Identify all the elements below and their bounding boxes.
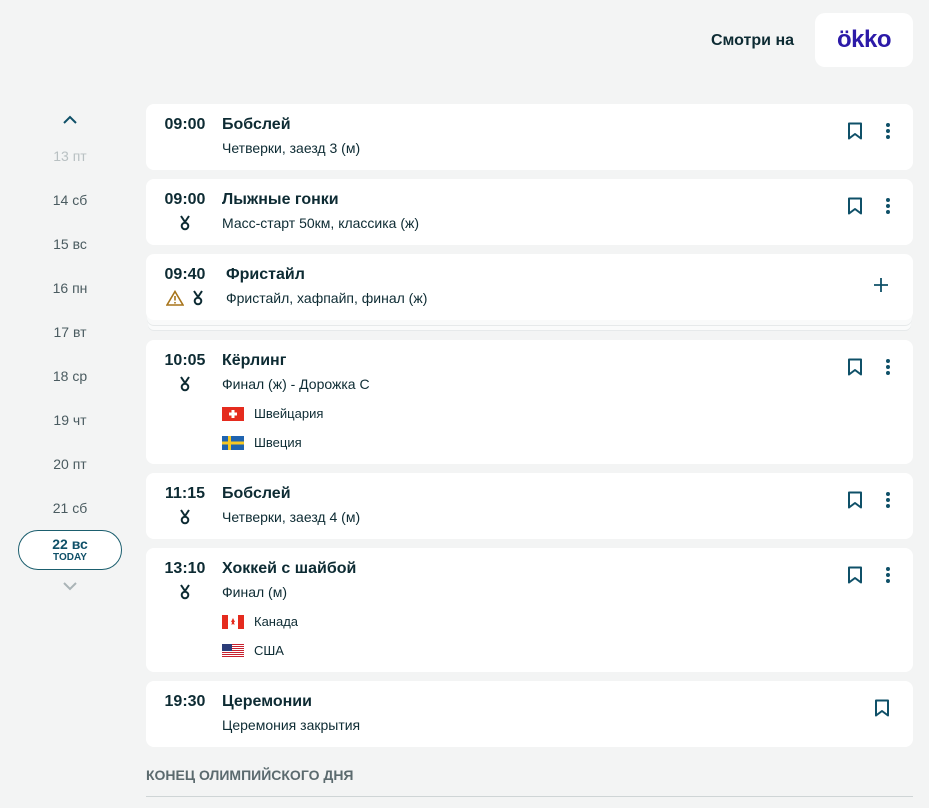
- bookmark-icon[interactable]: [847, 122, 863, 140]
- team-name: США: [254, 643, 284, 658]
- bookmark-icon[interactable]: [847, 358, 863, 376]
- event-title: Кёрлинг: [222, 352, 287, 369]
- event-subtitle: Финал (м): [222, 584, 287, 600]
- event-list: 09:00 Бобслей Четверки, заезд 3 (м) 09:0…: [146, 104, 913, 756]
- event-title: Бобслей: [222, 116, 291, 133]
- date-picker: 13 пт 14 сб 15 вс 16 пн 17 вт 18 ср 19 чт 20 пт…: [18, 108, 122, 600]
- more-options-icon[interactable]: [885, 122, 891, 140]
- team-row: Швеция: [222, 435, 913, 450]
- event-actions: [874, 278, 888, 292]
- more-options-icon[interactable]: [885, 358, 891, 376]
- today-badge: TODAY: [53, 552, 87, 563]
- okko-logo[interactable]: ökko: [815, 13, 913, 67]
- date-item[interactable]: 21 сб: [52, 500, 88, 516]
- event-actions: [847, 197, 891, 215]
- date-item[interactable]: 14 сб: [52, 192, 88, 208]
- medal-icon: [179, 584, 191, 605]
- team-name: Швеция: [254, 435, 302, 450]
- chevron-up-icon: [62, 112, 78, 130]
- team-row: Канада: [222, 614, 913, 629]
- watch-on-label: Смотри на: [711, 32, 795, 49]
- event-time: 11:15: [164, 485, 206, 502]
- team-row: США: [222, 643, 913, 658]
- expand-plus-icon[interactable]: [874, 278, 888, 292]
- bookmark-icon[interactable]: [874, 699, 890, 717]
- date-label: 22 вс: [52, 536, 88, 552]
- team-name: Канада: [254, 614, 299, 629]
- medal-icon: [179, 509, 191, 530]
- flag-se-icon: [222, 435, 244, 450]
- event-title: Бобслей: [222, 485, 291, 502]
- flag-ca-icon: [222, 614, 244, 629]
- event-icons: [161, 584, 209, 605]
- medal-icon: [192, 290, 204, 311]
- team-name: Швейцария: [254, 406, 324, 421]
- event-card[interactable]: 09:00 Бобслей Четверки, заезд 3 (м): [146, 104, 913, 170]
- event-subtitle: Финал (ж) - Дорожка C: [222, 376, 370, 392]
- event-actions: [847, 122, 891, 140]
- event-card[interactable]: 19:30 Церемонии Церемония закрытия: [146, 681, 913, 747]
- medal-icon: [179, 376, 191, 397]
- event-card[interactable]: 10:05 Кёрлинг Финал (ж) - Дорожка C Швей…: [146, 340, 913, 464]
- event-time: 19:30: [164, 693, 206, 710]
- event-subtitle: Масс-старт 50км, классика (ж): [222, 215, 420, 231]
- event-title: Лыжные гонки: [222, 191, 339, 208]
- divider: [146, 796, 913, 797]
- event-title: Хоккей с шайбой: [222, 560, 357, 577]
- date-item[interactable]: 19 чт: [53, 412, 87, 428]
- date-item: 13 пт: [53, 148, 87, 164]
- event-icons: [161, 509, 209, 530]
- more-options-icon[interactable]: [885, 197, 891, 215]
- event-time: 09:40: [164, 266, 206, 283]
- event-subtitle: Церемония закрытия: [222, 717, 361, 733]
- event-subtitle: Четверки, заезд 4 (м): [222, 509, 361, 525]
- flag-ch-icon: [222, 406, 244, 421]
- event-card[interactable]: 09:40 Фристайл Фристайл, хафпайп, финал …: [146, 254, 913, 320]
- flag-us-icon: [222, 643, 244, 658]
- date-item[interactable]: 16 пн: [52, 280, 88, 296]
- event-card[interactable]: 11:15 Бобслей Четверки, заезд 4 (м): [146, 473, 913, 539]
- event-icons: [161, 376, 209, 397]
- event-actions: [874, 699, 890, 717]
- event-subtitle: Четверки, заезд 3 (м): [222, 140, 361, 156]
- bookmark-icon[interactable]: [847, 566, 863, 584]
- event-actions: [847, 491, 891, 509]
- event-title: Церемонии: [222, 693, 312, 710]
- team-row: Швейцария: [222, 406, 913, 421]
- event-actions: [847, 566, 891, 584]
- more-options-icon[interactable]: [885, 491, 891, 509]
- bookmark-icon[interactable]: [847, 197, 863, 215]
- event-card[interactable]: 09:00 Лыжные гонки Масс-старт 50км, клас…: [146, 179, 913, 245]
- event-subtitle: Фристайл, хафпайп, финал (ж): [226, 290, 428, 306]
- date-item-today[interactable]: 22 вс TODAY: [18, 530, 122, 570]
- date-item[interactable]: 18 ср: [52, 368, 88, 384]
- event-card[interactable]: 13:10 Хоккей с шайбой Финал (м) Канада СШ…: [146, 548, 913, 672]
- event-time: 10:05: [164, 352, 206, 369]
- end-of-day-label: КОНЕЦ ОЛИМПИЙСКОГО ДНЯ: [146, 767, 354, 783]
- bookmark-icon[interactable]: [847, 491, 863, 509]
- date-item[interactable]: 15 вс: [53, 236, 87, 252]
- warning-icon: [165, 289, 185, 311]
- event-time: 09:00: [164, 116, 206, 133]
- chevron-down-icon: [62, 578, 78, 596]
- date-item[interactable]: 20 пт: [53, 456, 87, 472]
- scroll-up-button[interactable]: [18, 108, 122, 134]
- scroll-down-button[interactable]: [18, 574, 122, 600]
- event-icons: [161, 215, 209, 236]
- medal-icon: [179, 215, 191, 236]
- event-icons: [161, 289, 209, 311]
- event-time: 13:10: [164, 560, 206, 577]
- event-time: 09:00: [164, 191, 206, 208]
- date-item[interactable]: 17 вт: [53, 324, 87, 340]
- more-options-icon[interactable]: [885, 566, 891, 584]
- event-actions: [847, 358, 891, 376]
- event-title: Фристайл: [226, 266, 305, 283]
